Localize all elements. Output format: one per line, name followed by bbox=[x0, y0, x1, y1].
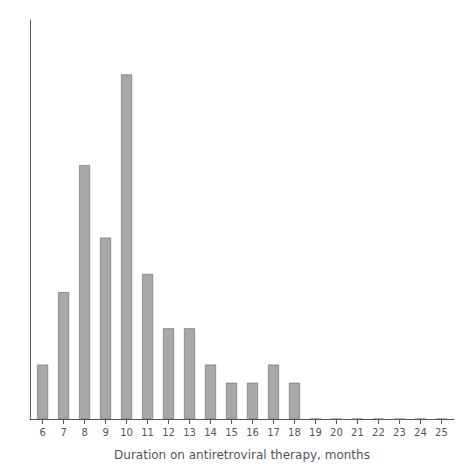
svg-text:20: 20 bbox=[330, 427, 343, 438]
svg-text:9: 9 bbox=[102, 427, 108, 438]
svg-text:15: 15 bbox=[225, 427, 238, 438]
svg-text:17: 17 bbox=[267, 427, 280, 438]
svg-text:8: 8 bbox=[81, 427, 87, 438]
svg-text:19: 19 bbox=[309, 427, 322, 438]
svg-text:14: 14 bbox=[204, 427, 217, 438]
svg-text:21: 21 bbox=[351, 427, 364, 438]
svg-text:18: 18 bbox=[288, 427, 301, 438]
svg-text:Duration on antiretroviral the: Duration on antiretroviral therapy, mont… bbox=[114, 448, 370, 462]
svg-text:23: 23 bbox=[393, 427, 406, 438]
svg-text:7: 7 bbox=[60, 427, 66, 438]
svg-text:11: 11 bbox=[141, 427, 154, 438]
svg-text:25: 25 bbox=[435, 427, 448, 438]
svg-text:24: 24 bbox=[414, 427, 427, 438]
svg-text:13: 13 bbox=[183, 427, 196, 438]
svg-text:6: 6 bbox=[39, 427, 45, 438]
svg-text:16: 16 bbox=[246, 427, 259, 438]
svg-text:10: 10 bbox=[120, 427, 133, 438]
svg-text:22: 22 bbox=[372, 427, 385, 438]
svg-text:12: 12 bbox=[162, 427, 175, 438]
